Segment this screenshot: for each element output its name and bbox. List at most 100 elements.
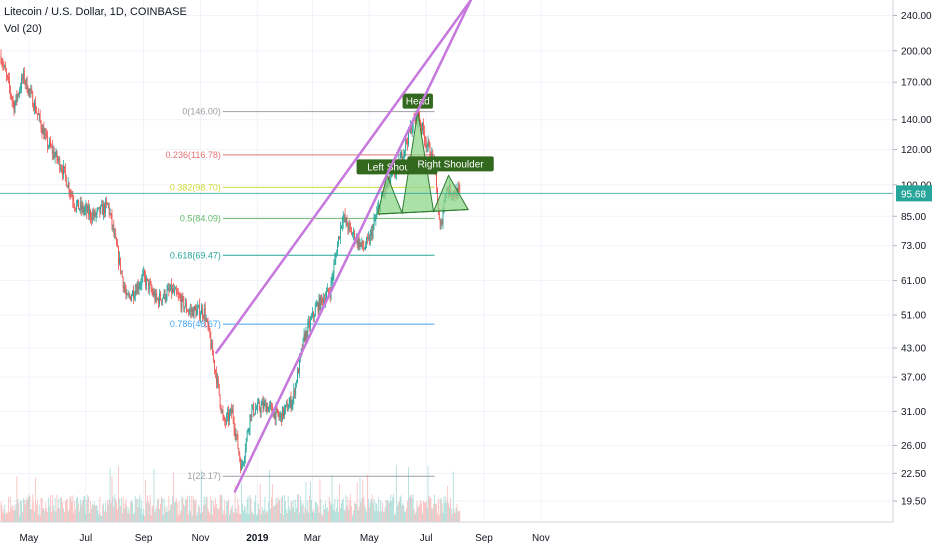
candle-body: [405, 139, 407, 151]
volume-bar: [237, 498, 239, 522]
volume-bar: [70, 495, 72, 522]
volume-bar: [312, 509, 314, 522]
volume-bar: [68, 509, 70, 522]
candle-body: [198, 305, 200, 307]
volume-bar: [100, 515, 102, 522]
candle-body: [14, 103, 16, 113]
candle-body: [54, 155, 56, 159]
candle-body: [299, 358, 300, 374]
volume-bar: [43, 508, 45, 522]
fib-level-label: 0.786(48.67): [170, 319, 221, 329]
candle-body: [406, 139, 408, 143]
candle-body: [140, 284, 142, 286]
volume-bar: [437, 499, 439, 522]
y-tick-label: 170.00: [901, 78, 932, 89]
volume-bar: [251, 511, 253, 522]
candle-body: [83, 210, 85, 212]
volume-bar: [356, 482, 358, 522]
candle-body: [53, 150, 55, 159]
candle-body: [25, 78, 27, 84]
candle-body: [317, 303, 319, 312]
volume-bar: [191, 515, 193, 522]
volume-bar: [255, 495, 257, 522]
candle-body: [38, 114, 40, 116]
candle-body: [105, 201, 106, 214]
volume-bar: [400, 495, 402, 522]
candle-body: [176, 292, 178, 295]
candle-body: [92, 213, 94, 217]
candle-body: [41, 128, 43, 135]
volume-bar: [125, 499, 127, 522]
candle-body: [407, 142, 408, 145]
wedge-trendline[interactable]: [233, 0, 473, 493]
volume-bar: [456, 503, 458, 522]
volume-bar: [395, 464, 397, 522]
neckline[interactable]: [377, 208, 469, 215]
candle-body: [356, 236, 358, 246]
volume-bar: [185, 499, 187, 522]
candle-body: [312, 312, 313, 317]
volume-bar: [208, 511, 210, 522]
candle-body: [201, 308, 202, 315]
volume-bar: [339, 484, 340, 522]
candle-body: [400, 152, 402, 158]
candle-body: [142, 274, 144, 278]
fibonacci-retracement[interactable]: 0(146.00) 0.236(116.78) 0.382(98.70) 0.5(84…: [165, 107, 435, 482]
volume-bar: [302, 503, 304, 522]
wedge-trendline[interactable]: [215, 0, 473, 354]
volume-bar: [57, 507, 59, 522]
volume-bar: [244, 507, 246, 522]
candle-body: [22, 70, 24, 80]
candle-body: [264, 401, 266, 403]
volume-bar: [120, 498, 122, 522]
volume-bar: [305, 481, 307, 522]
candle-body: [129, 294, 131, 296]
candle-body: [133, 296, 135, 299]
volume-bar: [67, 511, 69, 522]
volume-bar: [226, 501, 228, 522]
candle-body: [270, 404, 271, 406]
volume-indicator-label[interactable]: Vol (20): [4, 23, 42, 35]
candle-body: [147, 278, 148, 280]
symbol-title[interactable]: Litecoin / U.S. Dollar, 1D, COINBASE: [4, 6, 187, 18]
volume-bar: [25, 498, 27, 522]
volume-bar: [96, 505, 98, 522]
candle-body: [163, 290, 165, 298]
candle-body: [232, 409, 234, 421]
y-tick-label: 19.50: [901, 497, 926, 508]
volume-bar: [225, 514, 227, 522]
volume-bar: [56, 494, 58, 522]
volume-bar: [364, 504, 366, 522]
volume-bar: [459, 510, 461, 522]
volume-bar: [281, 497, 283, 522]
candle-body: [74, 204, 76, 208]
volume-bar: [428, 495, 430, 522]
volume-bar: [261, 506, 263, 522]
volume-bar: [173, 502, 175, 522]
volume-bar: [122, 496, 124, 522]
candle-body: [173, 288, 174, 293]
volume-bar: [189, 511, 191, 522]
x-tick-label: May: [19, 533, 38, 544]
candle-body: [206, 319, 208, 321]
volume-bar: [147, 501, 149, 522]
rising-wedge-lines[interactable]: [215, 0, 473, 493]
candle-body: [441, 220, 443, 225]
volume-bar: [149, 494, 151, 522]
candle-body: [189, 309, 191, 312]
candle-body: [337, 243, 339, 255]
candle-body: [120, 271, 122, 273]
volume-bar: [368, 507, 370, 522]
candle-body: [141, 277, 143, 285]
volume-bar: [140, 508, 142, 522]
volume-bar: [199, 506, 201, 522]
volume-bar: [314, 501, 316, 522]
candle-body: [91, 213, 93, 221]
candle-body: [229, 408, 231, 413]
candle-body: [18, 94, 20, 95]
volume-bar: [332, 503, 334, 522]
candle-body: [170, 284, 172, 291]
